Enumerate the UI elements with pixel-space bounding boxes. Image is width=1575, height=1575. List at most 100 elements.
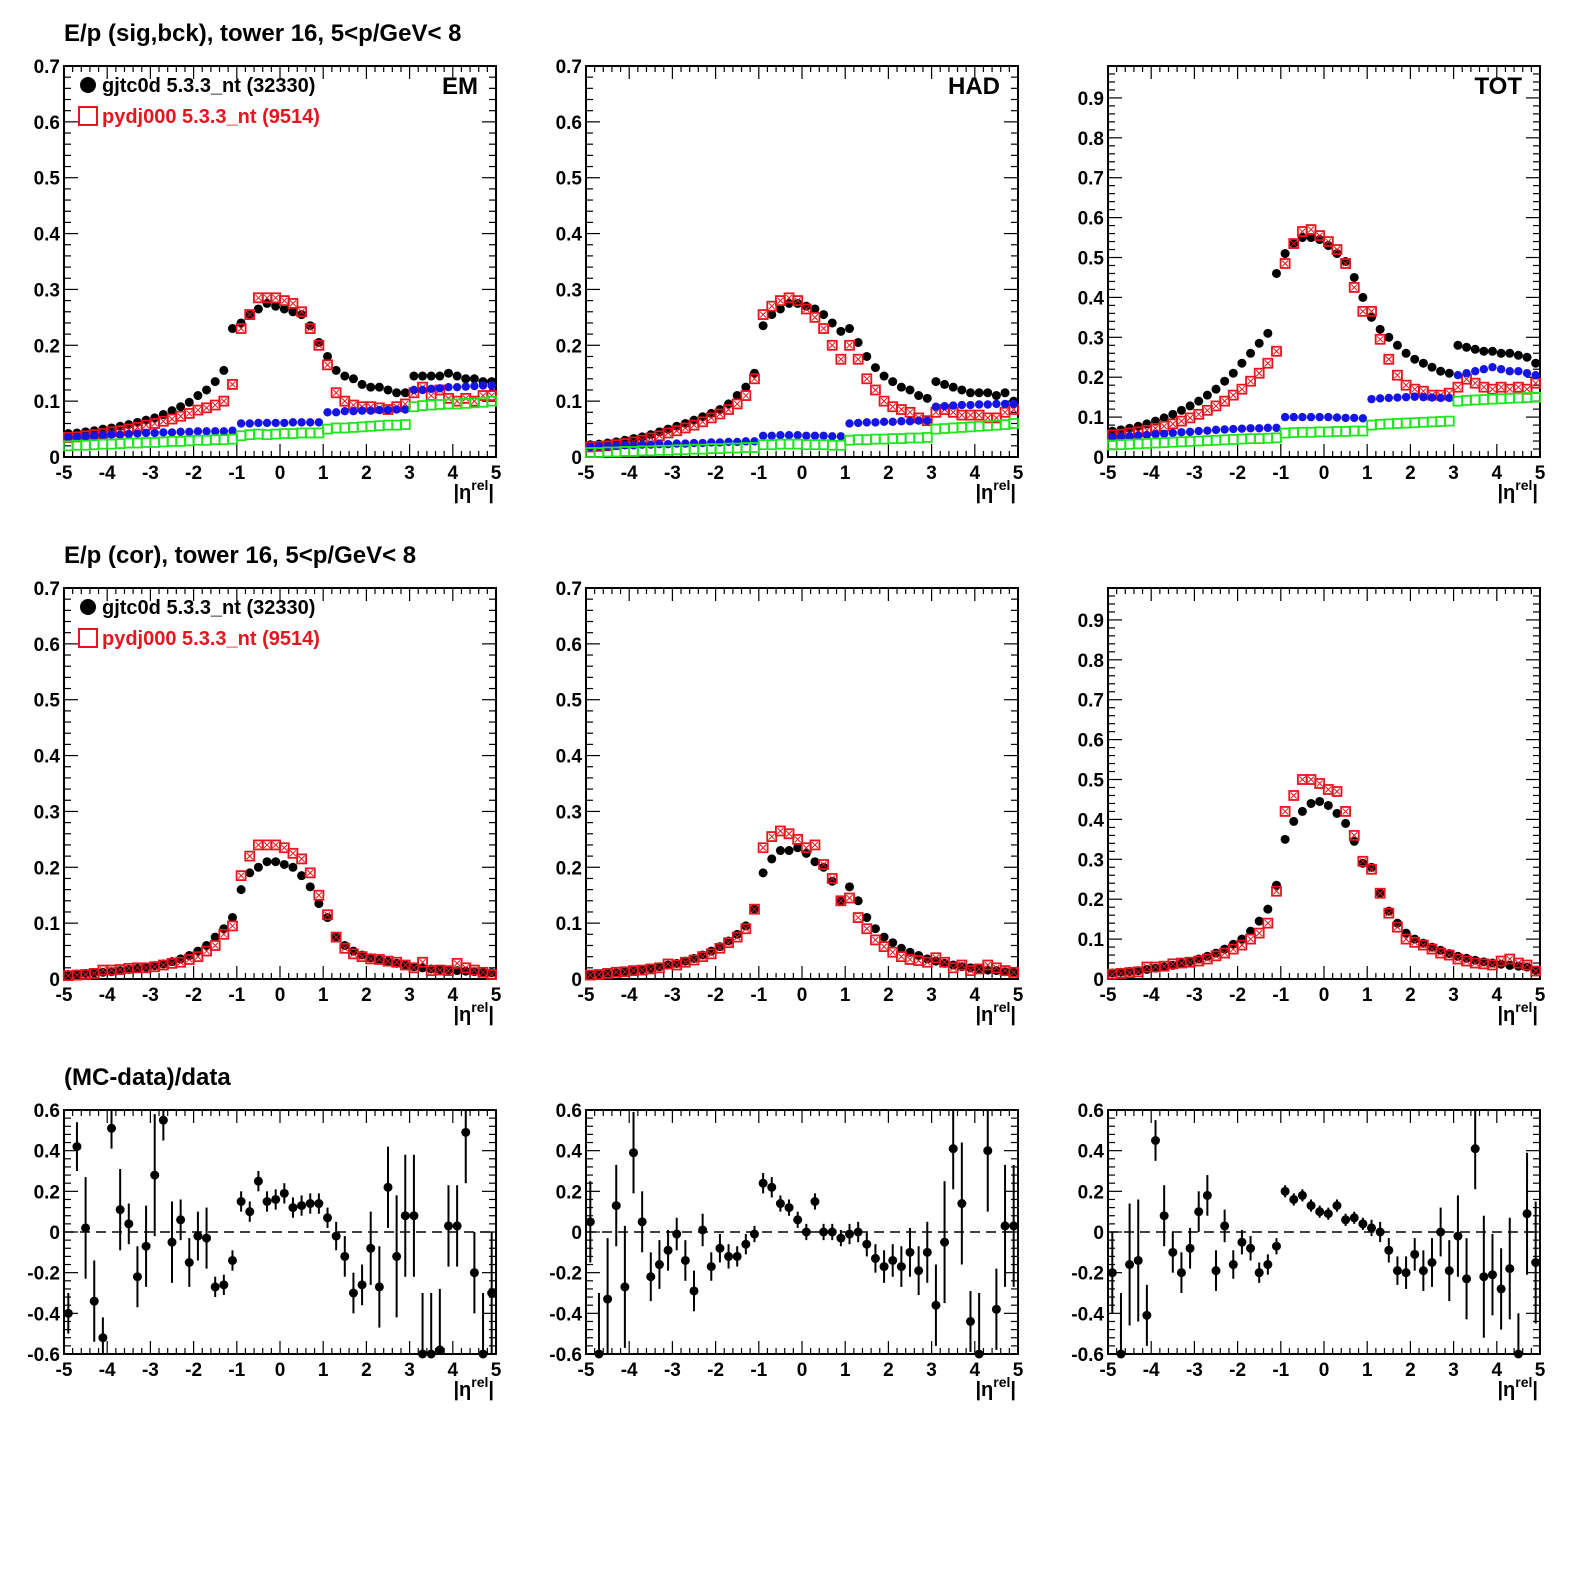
data-point	[810, 1197, 820, 1206]
data-point-cross	[82, 971, 89, 978]
x-tick-label: 1	[840, 1360, 851, 1381]
y-tick-label: 0.5	[556, 169, 583, 190]
data-point	[1315, 1207, 1325, 1217]
data-point	[1125, 432, 1134, 441]
x-tick-label: 5	[1013, 985, 1024, 1006]
data-point	[1194, 396, 1204, 406]
data-point-cross	[324, 361, 331, 369]
x-axis-label-superscript: rel	[993, 1374, 1010, 1390]
x-tick-label: 2	[1405, 1360, 1416, 1381]
data-point-cross	[993, 964, 1000, 972]
data-point	[1496, 365, 1506, 374]
data-point-cross	[419, 958, 426, 966]
data-point	[585, 1217, 595, 1227]
data-point	[330, 387, 342, 399]
data-point	[1298, 412, 1307, 422]
y-tick-label: 0.3	[1078, 328, 1104, 349]
data-point	[844, 892, 855, 904]
data-point	[443, 965, 454, 977]
data-point	[288, 1203, 298, 1213]
data-point	[1348, 425, 1360, 437]
data-point	[322, 359, 333, 371]
data-point	[193, 1231, 203, 1241]
data-point-cross	[1186, 414, 1194, 422]
data-point	[192, 434, 204, 446]
series-mc	[1106, 774, 1542, 980]
data-point	[1288, 790, 1300, 801]
data-point	[871, 418, 880, 427]
data-point-cross	[1497, 957, 1505, 965]
x-axis-label-base: |η	[453, 1379, 471, 1401]
series-data	[585, 298, 1019, 450]
data-point	[1341, 413, 1350, 423]
data-point	[940, 379, 950, 389]
data-point	[1228, 368, 1238, 378]
data-point	[330, 931, 342, 943]
data-point-cross	[656, 964, 663, 972]
data-point	[322, 909, 333, 921]
data-point	[931, 377, 941, 387]
data-point	[271, 857, 281, 867]
data-point	[253, 304, 263, 314]
data-point	[1220, 1221, 1230, 1231]
data-point	[1289, 1194, 1299, 1204]
x-tick-label: 4	[1492, 1360, 1503, 1381]
data-point	[845, 324, 855, 334]
data-point-cross	[1489, 961, 1496, 969]
data-point	[366, 953, 376, 963]
data-point	[245, 419, 254, 428]
data-point-cross	[1463, 957, 1470, 965]
data-point	[1401, 348, 1411, 358]
data-point	[72, 1142, 82, 1152]
data-point	[1469, 394, 1481, 406]
data-point	[767, 854, 777, 864]
data-point	[150, 961, 160, 971]
data-point	[443, 368, 453, 378]
data-point	[1168, 428, 1178, 438]
data-point	[426, 371, 436, 381]
data-point-cross	[324, 911, 331, 919]
data-point-cross	[263, 841, 271, 849]
data-point	[896, 1262, 906, 1272]
y-tick-label: 0.2	[34, 858, 60, 879]
data-point	[210, 377, 220, 387]
data-point-cross	[820, 861, 827, 868]
data-point-cross	[350, 950, 357, 958]
data-point	[861, 434, 873, 446]
data-point	[279, 304, 289, 314]
data-point	[707, 438, 716, 447]
data-point-cross	[289, 300, 297, 307]
data-point	[731, 398, 743, 410]
x-tick-label: -1	[750, 463, 767, 484]
data-point	[862, 1239, 872, 1249]
y-tick-label: 0.4	[34, 1142, 61, 1163]
x-tick-label: -5	[578, 463, 595, 484]
data-point	[366, 406, 375, 415]
data-point	[1116, 432, 1126, 441]
series-data	[585, 1110, 1019, 1359]
data-point	[1427, 1258, 1437, 1267]
legend-marker-mc	[78, 628, 98, 648]
data-point-cross	[229, 381, 236, 388]
data-point-cross	[376, 956, 383, 963]
data-point	[1236, 433, 1248, 445]
data-point	[1487, 393, 1498, 405]
data-point	[478, 1349, 488, 1359]
data-point	[844, 339, 855, 351]
data-point-cross	[272, 294, 280, 302]
data-point	[330, 422, 342, 434]
data-point	[809, 839, 821, 851]
data-point	[427, 384, 436, 394]
data-point	[1479, 1272, 1489, 1282]
data-point	[1263, 904, 1273, 914]
data-point-cross	[1152, 424, 1159, 432]
data-point	[879, 1262, 889, 1272]
data-point	[1262, 357, 1274, 369]
data-point	[218, 434, 230, 446]
data-point	[392, 958, 402, 968]
data-point-cross	[1126, 969, 1133, 976]
data-point	[939, 423, 950, 434]
x-tick-label: -3	[664, 463, 681, 484]
data-point-cross	[690, 956, 698, 964]
data-point	[270, 428, 282, 440]
